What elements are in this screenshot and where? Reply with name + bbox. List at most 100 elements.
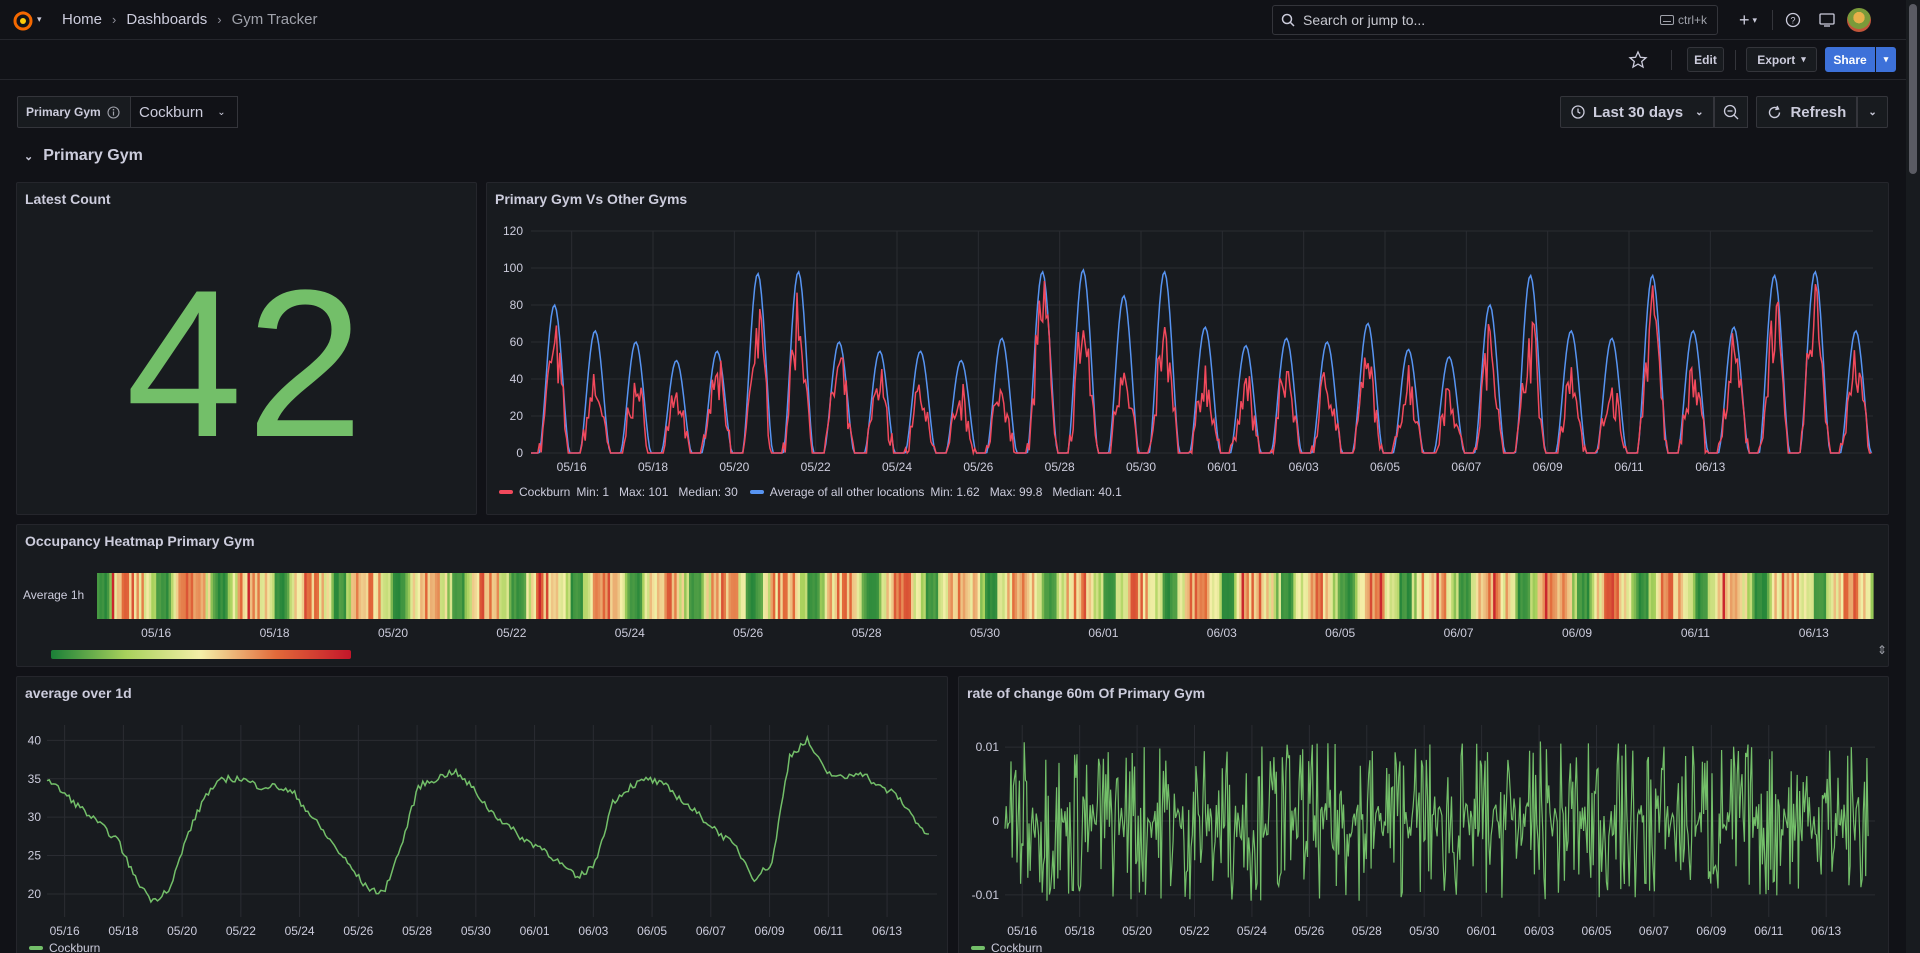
heatmap-cell <box>1769 573 1773 619</box>
heatmap-cell <box>400 573 404 619</box>
x-tick-label: 05/20 <box>378 626 408 640</box>
rate-of-change-chart[interactable]: 0.01 0 -0.01 05/16 05/18 05/20 05/22 05/24 05/26… <box>959 677 1890 953</box>
chevron-down-icon[interactable]: ▾ <box>37 14 42 24</box>
average-1d-chart[interactable]: 20 25 30 35 40 05/16 05/18 05/20 05/22 05/24 05/26… <box>17 677 949 953</box>
heatmap-cell <box>395 573 399 619</box>
heatmap-cell <box>341 573 345 619</box>
shortcut-label: ctrl+k <box>1677 13 1707 27</box>
heatmap-cell <box>622 573 626 619</box>
heatmap-cell <box>605 573 609 619</box>
heatmap-cell <box>501 573 505 619</box>
heatmap-cell <box>1470 573 1474 619</box>
panel-title[interactable]: Primary Gym Vs Other Gyms <box>495 191 688 207</box>
scrollbar-thumb[interactable] <box>1909 4 1917 174</box>
zoom-out-button[interactable] <box>1714 96 1749 128</box>
heatmap-cell <box>881 573 885 619</box>
heatmap-cell <box>1727 573 1731 619</box>
search-input[interactable]: Search or jump to... ctrl+k <box>1272 5 1718 35</box>
panel-title[interactable]: Occupancy Heatmap Primary Gym <box>25 533 255 549</box>
heatmap-cell <box>560 573 564 619</box>
breadcrumb-dashboards[interactable]: Dashboards <box>126 11 208 28</box>
legend-series-name[interactable]: Cockburn <box>991 941 1043 953</box>
refresh-interval-button[interactable]: ⌄ <box>1857 96 1888 128</box>
heatmap-cell <box>1192 573 1196 619</box>
heatmap-cell <box>1295 573 1299 619</box>
gym-comparison-chart[interactable]: 0 20 40 60 80 100 120 05/16 05/18 05/20 05/22 05/24… <box>487 183 1890 516</box>
heatmap-cell <box>1088 573 1092 619</box>
heatmap-cell <box>1495 573 1499 619</box>
heatmap-cell <box>770 573 774 619</box>
edit-button[interactable]: Edit <box>1687 47 1724 72</box>
heatmap-cell <box>802 573 806 619</box>
heatmap-cell <box>1855 573 1859 619</box>
heatmap-cell <box>1364 573 1368 619</box>
heatmap-cell <box>676 573 680 619</box>
heatmap-cell <box>994 573 998 619</box>
heatmap-cell <box>1231 573 1235 619</box>
refresh-button[interactable]: Refresh <box>1756 96 1858 128</box>
heatmap-cell <box>1103 573 1107 619</box>
heatmap-cell <box>617 573 621 619</box>
top-navbar: ▾ Home › Dashboards › Gym Tracker Search… <box>0 0 1920 40</box>
panel-title[interactable]: rate of change 60m Of Primary Gym <box>967 685 1206 701</box>
legend-series-name[interactable]: Cockburn <box>49 941 101 953</box>
primary-gym-select[interactable]: Cockburn ⌄ <box>130 96 238 128</box>
news-icon[interactable] <box>1813 8 1841 32</box>
heatmap-cell <box>684 573 688 619</box>
heatmap-cell <box>839 573 843 619</box>
heatmap-cell <box>1507 573 1511 619</box>
heatmap-cell <box>1794 573 1798 619</box>
heatmap-cell <box>1167 573 1171 619</box>
heatmap-cell <box>992 573 996 619</box>
heatmap-cell <box>723 573 727 619</box>
heatmap-cell <box>245 573 249 619</box>
share-menu-button[interactable]: ▾ <box>1876 47 1896 72</box>
heatmap-cell <box>1628 573 1632 619</box>
heatmap-cell <box>235 573 239 619</box>
page-scrollbar[interactable] <box>1906 0 1920 953</box>
heatmap-cell <box>257 573 261 619</box>
user-avatar[interactable] <box>1847 8 1871 32</box>
heatmap-cell <box>331 573 335 619</box>
heatmap-cell <box>129 573 133 619</box>
info-icon[interactable] <box>107 105 120 119</box>
heatmap-cell <box>1355 573 1359 619</box>
heatmap-cell <box>1313 573 1317 619</box>
x-tick-label: 06/11 <box>1754 924 1783 938</box>
breadcrumb-home[interactable]: Home <box>62 11 103 28</box>
occupancy-heatmap-chart[interactable]: 05/16 05/18 05/20 05/22 05/24 05/26 05/28 05/30… <box>17 525 1890 668</box>
heatmap-cell <box>952 573 956 619</box>
heatmap-cell <box>691 573 695 619</box>
heatmap-cell <box>1517 573 1521 619</box>
time-range-button[interactable]: Last 30 days ⌄ <box>1560 96 1715 128</box>
x-tick-label: 05/30 <box>970 626 1000 640</box>
heatmap-cell <box>1039 573 1043 619</box>
heatmap-cell <box>1332 573 1336 619</box>
heatmap-cell <box>134 573 138 619</box>
share-button[interactable]: Share <box>1825 47 1875 72</box>
legend-series-name[interactable]: Cockburn <box>519 485 571 499</box>
heatmap-cell <box>550 573 554 619</box>
heatmap-cell <box>666 573 670 619</box>
add-new-icon[interactable]: + ▾ <box>1738 9 1758 30</box>
heatmap-cell <box>1014 573 1018 619</box>
heatmap-cell <box>1174 573 1178 619</box>
scroll-handle-icon[interactable]: ⇕ <box>1877 643 1888 657</box>
help-icon[interactable]: ? <box>1779 8 1807 32</box>
primary-gym-value: Cockburn <box>139 103 204 121</box>
heatmap-cell <box>267 573 271 619</box>
heatmap-cell <box>383 573 387 619</box>
star-icon[interactable] <box>1628 50 1648 70</box>
legend-series-name[interactable]: Average of all other locations <box>769 485 925 499</box>
panel-title[interactable]: Latest Count <box>25 191 111 207</box>
heatmap-cell <box>1298 573 1302 619</box>
export-button[interactable]: Export ▾ <box>1746 47 1817 72</box>
heatmap-cell <box>1673 573 1677 619</box>
row-header[interactable]: ⌄ Primary Gym <box>24 147 143 165</box>
grafana-logo-icon[interactable] <box>12 9 34 31</box>
heatmap-cell <box>306 573 310 619</box>
heatmap-cell <box>1187 573 1191 619</box>
heatmap-cell <box>1448 573 1452 619</box>
panel-title[interactable]: average over 1d <box>25 685 132 701</box>
heatmap-cell <box>1389 573 1393 619</box>
